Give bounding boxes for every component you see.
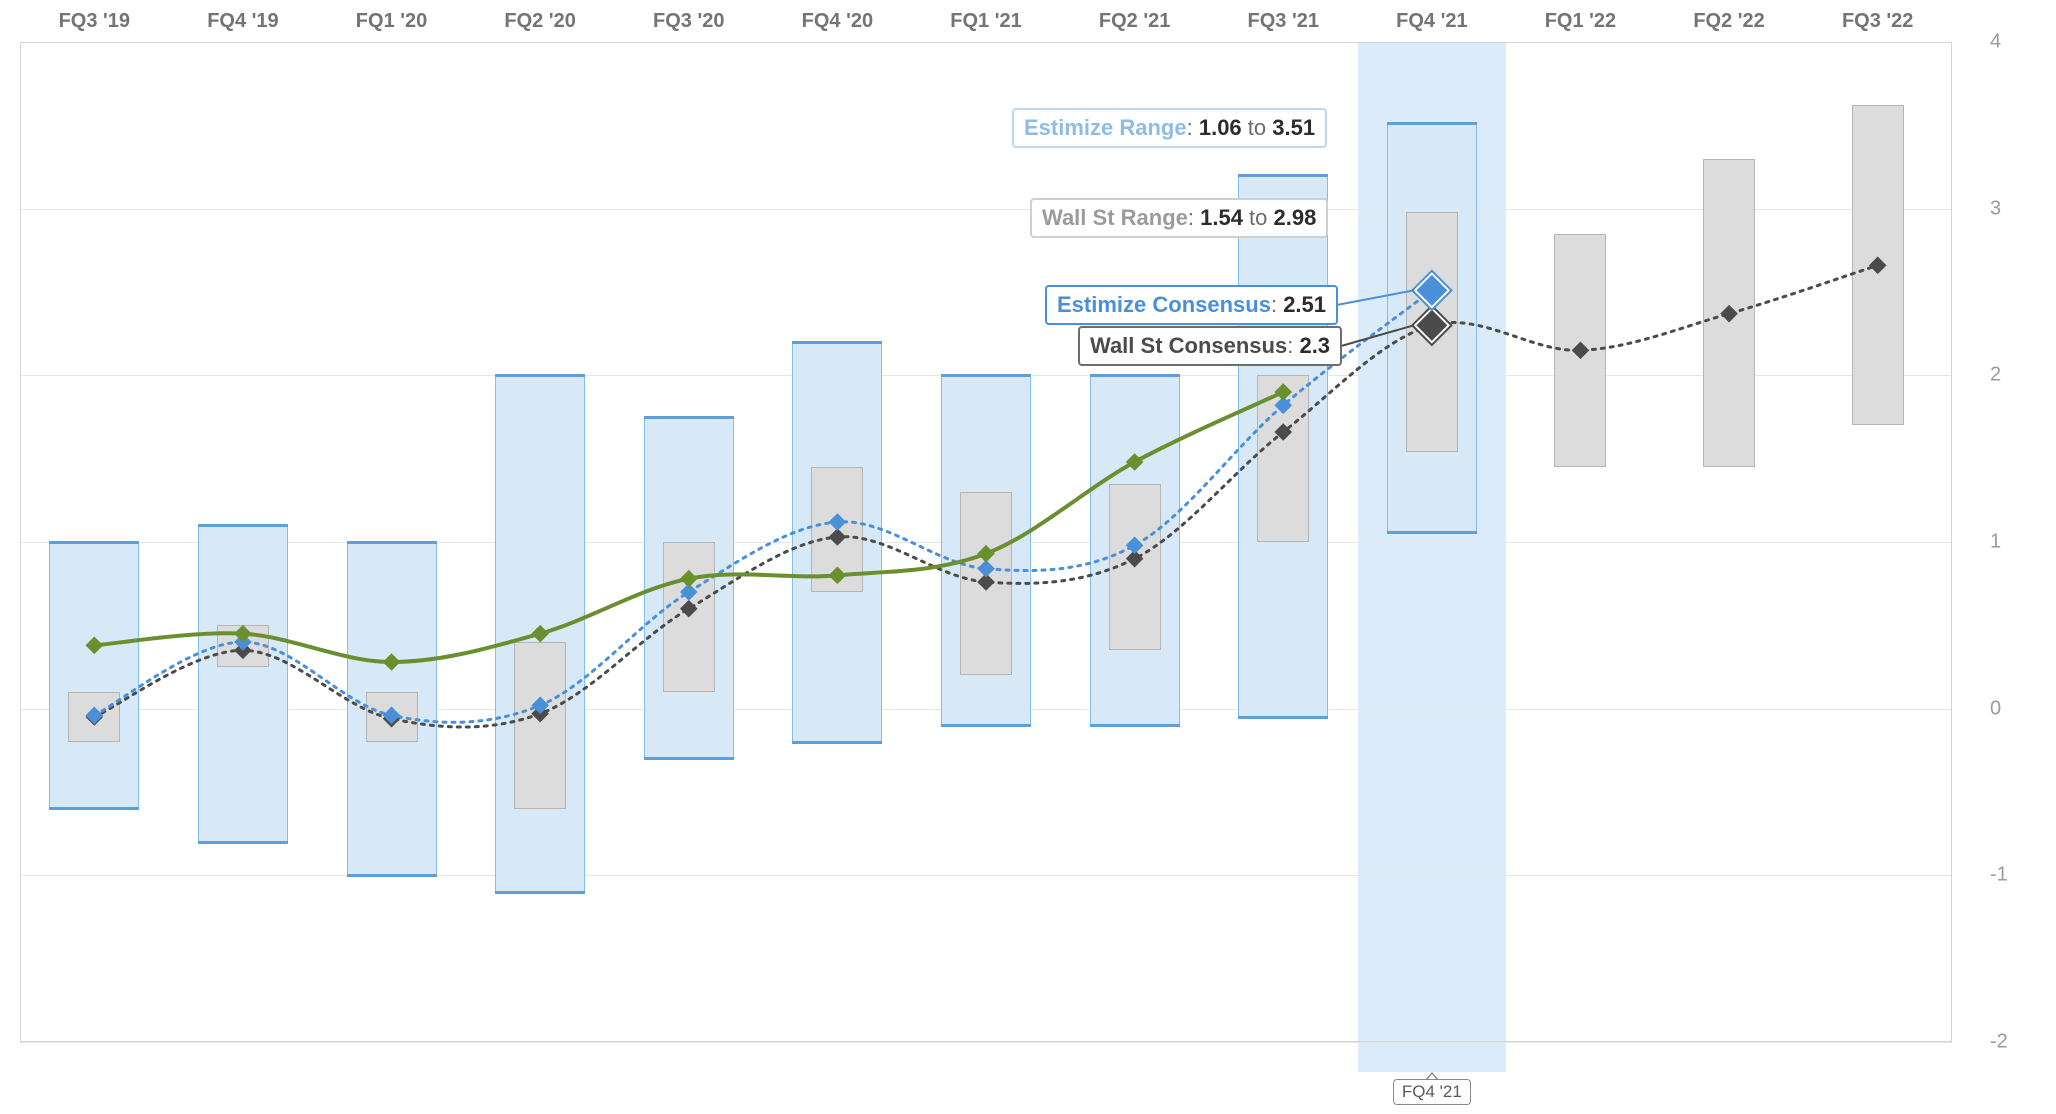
actual-marker (1126, 453, 1144, 471)
wallst-consensus-marker (829, 528, 847, 546)
legend-value-low: 1.06 (1199, 115, 1242, 140)
estimize-consensus-marker (86, 707, 104, 725)
legend-estimize_range: Estimize Range: 1.06 to 3.51 (1012, 108, 1327, 148)
legend-label: Estimize Consensus (1057, 292, 1271, 317)
legend-separator: : (1188, 205, 1200, 230)
wallst-consensus-marker (1720, 305, 1738, 323)
actual-marker (680, 570, 698, 588)
estimize-consensus-marker (1414, 273, 1449, 308)
wallst-consensus-marker (1869, 257, 1887, 275)
legend-wallst_range: Wall St Range: 1.54 to 2.98 (1030, 198, 1328, 238)
estimize-consensus-marker (1126, 537, 1144, 555)
wallst-consensus-marker (1572, 342, 1590, 360)
actual-marker (383, 653, 401, 671)
legend-value-high: 3.51 (1272, 115, 1315, 140)
legend-connector (1338, 290, 1414, 304)
legend-value: 2.51 (1283, 292, 1326, 317)
actual-line (94, 392, 1283, 662)
legend-separator: : (1187, 115, 1199, 140)
eps-forecast-chart: -2-101234FQ3 '19FQ4 '19FQ1 '20FQ2 '20FQ3… (0, 0, 2056, 1114)
legend-wallst_consensus: Wall St Consensus: 2.3 (1078, 326, 1342, 366)
quarter-tooltip: FQ4 '21 (1393, 1079, 1471, 1105)
estimize-consensus-marker (977, 560, 995, 578)
actual-marker (86, 637, 104, 655)
actual-marker (829, 567, 847, 585)
legend-connector (1342, 325, 1414, 345)
legend-joiner: to (1243, 205, 1274, 230)
wallst-consensus-marker (680, 600, 698, 618)
actual-marker (531, 625, 549, 643)
legend-joiner: to (1242, 115, 1273, 140)
legend-label: Estimize Range (1024, 115, 1187, 140)
wallst-consensus-marker (1414, 308, 1449, 343)
legend-value-low: 1.54 (1200, 205, 1243, 230)
legend-label: Wall St Range (1042, 205, 1188, 230)
legend-label: Wall St Consensus (1090, 333, 1287, 358)
legend-estimize_consensus: Estimize Consensus: 2.51 (1045, 285, 1338, 325)
legend-value-high: 2.98 (1274, 205, 1317, 230)
estimize-consensus-marker (383, 707, 401, 725)
legend-separator: : (1271, 292, 1283, 317)
legend-separator: : (1287, 333, 1299, 358)
actual-marker (1274, 383, 1292, 401)
legend-value: 2.3 (1299, 333, 1330, 358)
lines-layer (0, 0, 2056, 1114)
actual-marker (977, 545, 995, 563)
estimize-consensus-marker (829, 513, 847, 531)
